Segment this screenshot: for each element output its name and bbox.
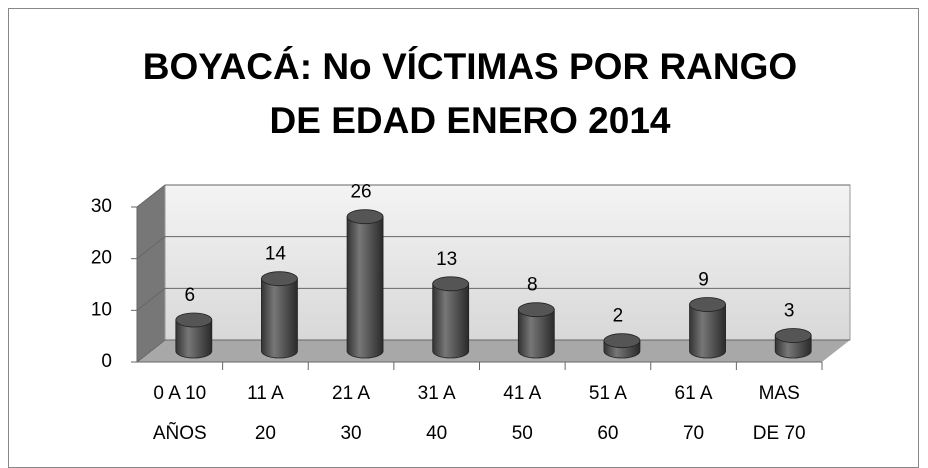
bar-top [261, 271, 298, 287]
x-tick-label: MAS DE 70 [753, 383, 806, 444]
value-label: 9 [698, 270, 709, 291]
x-tick-label: 41 A 50 [503, 383, 541, 444]
value-label: 3 [784, 301, 795, 322]
x-tick-label: 0 A 10 AÑOS [153, 383, 207, 444]
value-label: 14 [265, 244, 287, 265]
grid-line [136, 184, 166, 208]
bar-body [517, 309, 555, 359]
floor [137, 340, 850, 362]
bar [432, 276, 470, 359]
bar-body [261, 278, 298, 359]
x-tick-label: 61 A 70 [675, 383, 713, 444]
bar [261, 271, 298, 359]
bar [346, 209, 384, 359]
bar [689, 297, 726, 359]
value-label: 2 [613, 306, 624, 327]
bar [774, 328, 812, 359]
x-tick-label: 31 A 40 [418, 383, 456, 444]
y-tick-label: 0 [101, 351, 112, 372]
bar-top [774, 328, 812, 343]
value-label: 6 [185, 285, 196, 306]
value-label: 8 [527, 275, 538, 296]
side-wall [137, 185, 165, 362]
x-tick-label: 11 A 20 [247, 383, 284, 444]
bar-top [689, 297, 726, 312]
grid-line [136, 339, 166, 363]
bar-top [432, 276, 470, 292]
x-tick-label: 21 A 30 [332, 383, 370, 444]
bar-top [603, 333, 641, 349]
bar-top [517, 302, 555, 318]
bar-body [432, 283, 470, 359]
grid-line [136, 236, 166, 260]
bar [175, 312, 213, 359]
bar [517, 302, 555, 359]
value-label: 13 [436, 249, 457, 270]
grid-line [136, 287, 166, 311]
bar-top [175, 312, 213, 328]
bar [603, 333, 641, 359]
chart-title: BOYACÁ: No VÍCTIMAS POR RANGO DE EDAD EN… [142, 46, 798, 141]
value-label: 26 [350, 182, 371, 203]
y-tick-label: 20 [91, 248, 112, 269]
x-tick-label: 51 A 60 [589, 383, 627, 444]
bar-body [689, 304, 726, 359]
y-tick-label: 10 [91, 299, 112, 320]
bar-body [346, 216, 384, 359]
bar-body [175, 319, 213, 359]
bar-top [346, 209, 384, 225]
y-tick-label: 30 [91, 196, 112, 217]
